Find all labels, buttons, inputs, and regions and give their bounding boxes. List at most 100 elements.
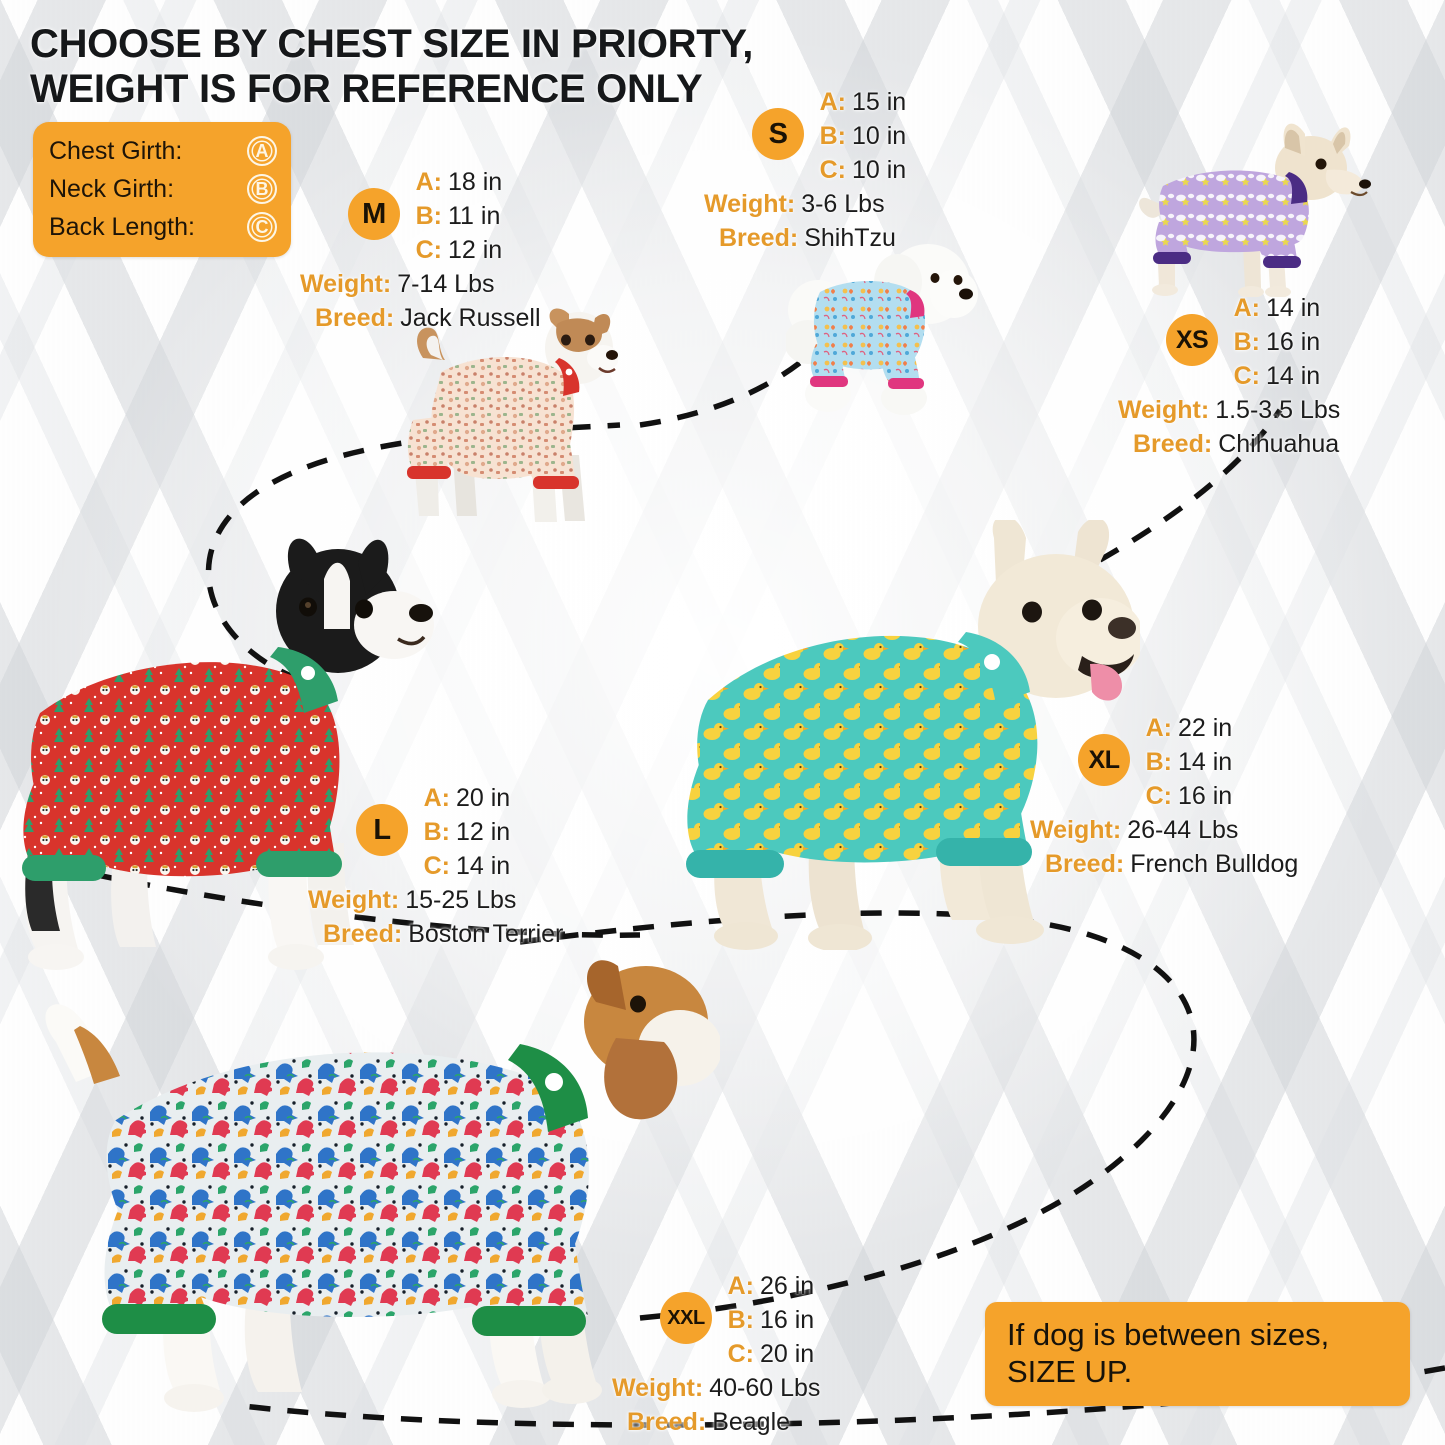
size-row-c-xl: C: 16 in	[1138, 782, 1298, 816]
value-breed-m: Jack Russell	[400, 304, 541, 332]
label-breed: Breed:	[719, 224, 799, 252]
value-c-l: 14 in	[456, 852, 511, 880]
size-row-breed-xl: Breed: French Bulldog	[1045, 850, 1298, 884]
size-row-c-xs: C: 14 in	[1226, 362, 1340, 396]
size-row-weight-xl: Weight: 26-44 Lbs	[1030, 816, 1298, 850]
legend-row-back-length: Back Length: C	[49, 208, 277, 246]
label-c: C:	[819, 156, 846, 184]
value-a-l: 20 in	[456, 784, 511, 812]
size-rows-s: A: 15 in B: 10 in C: 10 in Weight: 3-6 L…	[704, 88, 907, 258]
letter-a-icon: A	[247, 136, 277, 166]
shihtzu-photo	[786, 232, 981, 422]
size-badge-wrap-m: M	[348, 168, 408, 240]
size-badge-xxl: XXL	[660, 1292, 712, 1344]
label-b: B:	[423, 818, 450, 846]
size-row-b-l: B: 12 in	[416, 818, 563, 852]
page-title: CHOOSE BY CHEST SIZE IN PRIORTY, WEIGHT …	[30, 22, 754, 111]
label-c: C:	[1145, 782, 1172, 810]
label-weight: Weight:	[308, 886, 400, 914]
french-bulldog-photo	[660, 520, 1140, 950]
label-c: C:	[1233, 362, 1260, 390]
label-breed: Breed:	[627, 1408, 707, 1436]
size-row-b-xxl: B: 16 in	[720, 1306, 820, 1340]
label-b: B:	[1145, 748, 1172, 776]
value-c-xl: 16 in	[1178, 782, 1233, 810]
value-weight-xxl: 40-60 Lbs	[709, 1374, 821, 1402]
legend-label-neck-girth: Neck Girth:	[49, 174, 175, 203]
label-b: B:	[727, 1306, 754, 1334]
size-rows-m: A: 18 in B: 11 in C: 12 in Weight: 7-14 …	[300, 168, 541, 338]
size-row-b-m: B: 11 in	[408, 202, 541, 236]
label-weight: Weight:	[704, 190, 796, 218]
size-block-l: L A: 20 in B: 12 in C: 14 in Weight: 15-…	[308, 784, 563, 954]
chihuahua-photo	[1135, 112, 1390, 297]
size-row-a-xs: A: 14 in	[1226, 294, 1340, 328]
size-badge-wrap-s: S	[752, 88, 812, 160]
size-row-breed-xs: Breed: Chihuahua	[1133, 430, 1340, 464]
value-weight-l: 15-25 Lbs	[405, 886, 517, 914]
size-badge-xs: XS	[1166, 314, 1218, 366]
legend-row-chest-girth: Chest Girth: A	[49, 132, 277, 170]
value-b-l: 12 in	[456, 818, 511, 846]
size-block-xl: XL A: 22 in B: 14 in C: 16 in Weight: 26…	[1030, 714, 1298, 884]
size-row-a-s: A: 15 in	[812, 88, 907, 122]
measurement-legend: Chest Girth: A Neck Girth: B Back Length…	[33, 122, 291, 257]
value-breed-l: Boston Terrier	[408, 920, 564, 948]
size-rows-xl: A: 22 in B: 14 in C: 16 in Weight: 26-44…	[1030, 714, 1298, 884]
size-block-m: M A: 18 in B: 11 in C: 12 in Weight: 7-1…	[300, 168, 541, 338]
size-rows-xs: A: 14 in B: 16 in C: 14 in Weight: 1.5-3…	[1118, 294, 1340, 464]
label-weight: Weight:	[612, 1374, 704, 1402]
label-b: B:	[1233, 328, 1260, 356]
label-a: A:	[423, 784, 450, 812]
label-c: C:	[415, 236, 442, 264]
size-row-weight-m: Weight: 7-14 Lbs	[300, 270, 541, 304]
size-badge-wrap-l: L	[356, 784, 416, 856]
size-row-a-l: A: 20 in	[416, 784, 563, 818]
size-block-s: S A: 15 in B: 10 in C: 10 in Weight: 3-6…	[704, 88, 907, 258]
size-row-weight-xxl: Weight: 40-60 Lbs	[612, 1374, 820, 1408]
size-row-b-xl: B: 14 in	[1138, 748, 1298, 782]
value-weight-xs: 1.5-3.5 Lbs	[1215, 396, 1341, 424]
label-breed: Breed:	[1045, 850, 1125, 878]
value-b-m: 11 in	[448, 202, 501, 230]
value-b-s: 10 in	[852, 122, 907, 150]
label-weight: Weight:	[1030, 816, 1122, 844]
beagle-photo	[20, 930, 720, 1420]
value-c-s: 10 in	[852, 156, 907, 184]
size-row-a-xxl: A: 26 in	[720, 1272, 820, 1306]
label-a: A:	[1145, 714, 1172, 742]
size-row-b-s: B: 10 in	[812, 122, 907, 156]
label-c: C:	[727, 1340, 754, 1368]
label-a: A:	[819, 88, 846, 116]
value-b-xs: 16 in	[1266, 328, 1321, 356]
value-b-xl: 14 in	[1178, 748, 1233, 776]
legend-label-chest-girth: Chest Girth:	[49, 136, 183, 165]
label-a: A:	[415, 168, 442, 196]
letter-b-icon: B	[247, 174, 277, 204]
label-a: A:	[727, 1272, 754, 1300]
size-row-a-m: A: 18 in	[408, 168, 541, 202]
size-block-xs: XS A: 14 in B: 16 in C: 14 in Weight: 1.…	[1118, 294, 1340, 464]
value-breed-xl: French Bulldog	[1130, 850, 1299, 878]
size-rows-l: A: 20 in B: 12 in C: 14 in Weight: 15-25…	[308, 784, 563, 954]
label-weight: Weight:	[300, 270, 392, 298]
legend-row-neck-girth: Neck Girth: B	[49, 170, 277, 208]
label-b: B:	[415, 202, 442, 230]
value-a-s: 15 in	[852, 88, 907, 116]
value-weight-m: 7-14 Lbs	[397, 270, 495, 298]
value-breed-xxl: Beagle	[712, 1408, 791, 1436]
size-badge-wrap-xl: XL	[1078, 714, 1138, 786]
value-weight-s: 3-6 Lbs	[801, 190, 885, 218]
size-row-c-m: C: 12 in	[408, 236, 541, 270]
legend-label-back-length: Back Length:	[49, 212, 195, 241]
value-weight-xl: 26-44 Lbs	[1127, 816, 1239, 844]
value-c-xxl: 20 in	[760, 1340, 815, 1368]
value-c-m: 12 in	[448, 236, 503, 264]
size-row-weight-s: Weight: 3-6 Lbs	[704, 190, 906, 224]
value-b-xxl: 16 in	[760, 1306, 815, 1334]
size-row-c-l: C: 14 in	[416, 852, 563, 886]
value-breed-xs: Chihuahua	[1218, 430, 1340, 458]
size-badge-m: M	[348, 188, 400, 240]
value-breed-s: ShihTzu	[804, 224, 896, 252]
size-badge-s: S	[752, 108, 804, 160]
